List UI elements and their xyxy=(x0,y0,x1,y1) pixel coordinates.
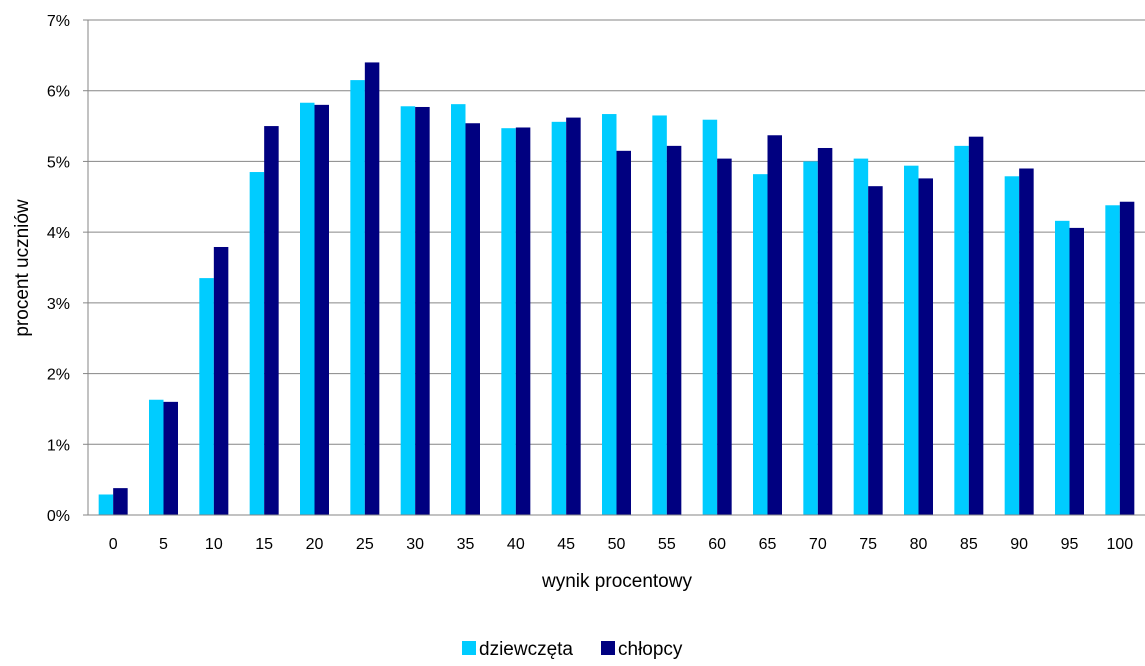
x-tick-label: 90 xyxy=(1010,536,1028,553)
bar-chlopcy xyxy=(767,135,782,515)
bar-chlopcy xyxy=(616,150,631,516)
y-tick-label: 0% xyxy=(47,508,70,525)
bars xyxy=(98,62,1135,516)
x-tick-label: 15 xyxy=(255,536,273,553)
bar-dziewczeta xyxy=(149,399,164,515)
bar-chlopcy xyxy=(113,488,128,515)
x-tick-label: 100 xyxy=(1106,536,1133,553)
bar-dziewczeta xyxy=(400,106,416,516)
bar-dziewczeta xyxy=(350,80,365,515)
x-tick-label: 65 xyxy=(759,536,777,553)
bar-chlopcy xyxy=(264,126,279,516)
bar-dziewczeta xyxy=(199,278,214,515)
bar-dziewczeta xyxy=(300,102,315,515)
x-tick-label: 70 xyxy=(809,536,827,553)
x-tick-label: 80 xyxy=(910,536,928,553)
x-tick-label: 5 xyxy=(159,536,168,553)
x-axis-title: wynik procentowy xyxy=(541,571,692,592)
bar-dziewczeta xyxy=(753,174,768,515)
x-tick-label: 75 xyxy=(859,536,877,553)
bar-chlopcy xyxy=(314,104,329,515)
x-tick-label: 95 xyxy=(1061,536,1079,553)
axes xyxy=(83,19,1145,516)
x-tick-label: 60 xyxy=(708,536,726,553)
bar-chlopcy xyxy=(163,401,178,515)
legend: dziewczęta chłopcy xyxy=(462,639,683,660)
x-tick-label: 25 xyxy=(356,536,374,553)
bar-chlopcy xyxy=(465,123,480,515)
bar-dziewczeta xyxy=(602,114,617,516)
bar-chlopcy xyxy=(666,145,682,515)
bar-chlopcy xyxy=(918,178,933,515)
legend-swatch-dziewczeta xyxy=(462,641,476,655)
x-tick-label: 40 xyxy=(507,536,525,553)
bar-chlopcy xyxy=(566,117,581,515)
x-tick-label: 30 xyxy=(406,536,424,553)
bar-dziewczeta xyxy=(1004,176,1020,515)
bar-chlopcy xyxy=(364,62,380,516)
bar-chlopcy xyxy=(1069,227,1084,515)
bar-chlopcy xyxy=(868,186,883,515)
bar-chlopcy xyxy=(1119,201,1135,515)
y-tick-label: 2% xyxy=(47,367,70,384)
bar-dziewczeta xyxy=(652,115,667,515)
y-tick-label: 3% xyxy=(47,296,70,313)
y-tick-label: 1% xyxy=(47,437,70,454)
bar-chlopcy xyxy=(1019,168,1034,515)
legend-label-chlopcy: chłopcy xyxy=(618,639,683,660)
y-tick-label: 7% xyxy=(47,13,70,30)
bar-chlopcy xyxy=(415,106,430,515)
y-axis-title: procent uczniów xyxy=(12,199,33,337)
bar-dziewczeta xyxy=(249,172,265,516)
x-tick-labels: 0 5 10 15 20 25 30 35 40 45 50 55 60 65 70 75 80 85 90 95 10… xyxy=(109,536,1134,553)
bar-dziewczeta xyxy=(1105,205,1120,515)
x-tick-label: 0 xyxy=(109,536,118,553)
x-tick-label: 85 xyxy=(960,536,978,553)
x-tick-label: 50 xyxy=(608,536,626,553)
x-tick-label: 45 xyxy=(557,536,575,553)
bar-dziewczeta xyxy=(451,104,466,516)
legend-swatch-chlopcy xyxy=(601,641,615,655)
bar-dziewczeta xyxy=(98,494,114,515)
bar-chlopcy xyxy=(817,147,833,515)
y-tick-label: 6% xyxy=(47,84,70,101)
x-tick-label: 20 xyxy=(306,536,324,553)
bar-dziewczeta xyxy=(702,119,718,515)
x-tick-label: 35 xyxy=(457,536,475,553)
x-tick-label: 55 xyxy=(658,536,676,553)
bar-dziewczeta xyxy=(853,158,869,515)
bar-chlopcy xyxy=(213,246,229,515)
bar-dziewczeta xyxy=(551,121,567,515)
bar-dziewczeta xyxy=(1055,220,1070,516)
y-tick-label: 4% xyxy=(47,225,70,242)
bar-chlopcy xyxy=(717,158,732,515)
x-tick-label: 10 xyxy=(205,536,223,553)
y-tick-label: 5% xyxy=(47,154,70,171)
bar-dziewczeta xyxy=(803,161,818,515)
bar-dziewczeta xyxy=(904,165,919,515)
bar-chlopcy xyxy=(968,136,984,515)
y-tick-labels: 0% 1% 2% 3% 4% 5% 6% 7% xyxy=(47,13,70,525)
legend-label-dziewczeta: dziewczęta xyxy=(479,639,573,660)
bar-dziewczeta xyxy=(501,128,516,515)
bar-chlopcy xyxy=(515,127,531,515)
bar-dziewczeta xyxy=(954,145,969,515)
